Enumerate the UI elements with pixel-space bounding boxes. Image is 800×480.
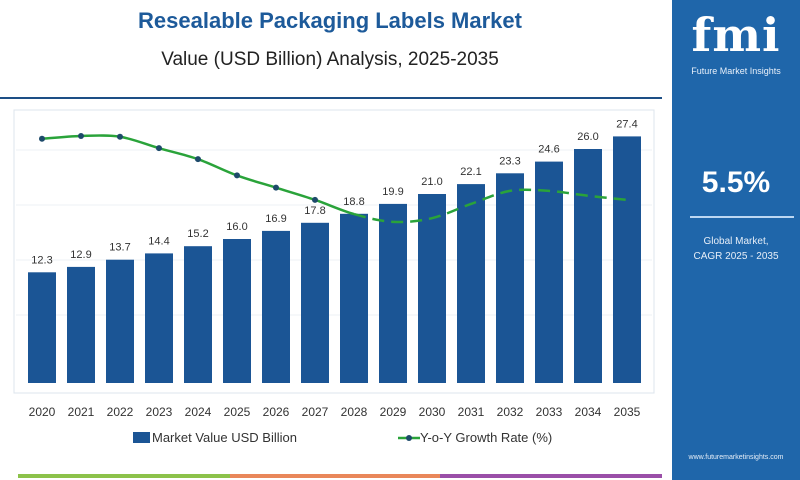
growth-point-2024 xyxy=(195,156,201,163)
bar-2026 xyxy=(262,230,290,383)
growth-point-2022 xyxy=(117,133,123,140)
x-tick-2030: 2030 xyxy=(419,405,446,419)
growth-point-2026 xyxy=(273,184,279,191)
bar-2035 xyxy=(613,136,641,383)
x-tick-2034: 2034 xyxy=(575,405,602,419)
bar-2032 xyxy=(496,173,524,383)
bar-2029 xyxy=(379,203,407,383)
bar-2021 xyxy=(67,266,95,383)
header-divider xyxy=(0,97,662,99)
x-tick-2021: 2021 xyxy=(68,405,95,419)
chart-subtitle: Value (USD Billion) Analysis, 2025-2035 xyxy=(161,49,499,70)
growth-point-2020 xyxy=(39,135,45,142)
bar-label-2026: 16.9 xyxy=(265,213,286,225)
legend-bar-swatch xyxy=(133,432,150,443)
chart-area: 12.3 2020 12.9 2021 13.7 2022 14.4 2023 15.2 2024… xyxy=(13,109,655,419)
side-panel: fmi Future Market Insights 5.5% Global M… xyxy=(672,0,800,480)
cagr-label-line2: CAGR 2025 - 2035 xyxy=(693,251,779,262)
cagr-label-line1: Global Market, xyxy=(703,236,769,247)
legend-line-swatch xyxy=(398,434,420,441)
x-tick-2024: 2024 xyxy=(185,405,212,419)
cagr-divider xyxy=(690,216,794,218)
bar-label-2029: 19.9 xyxy=(382,186,403,198)
bar-label-2035: 27.4 xyxy=(616,118,637,130)
x-tick-2032: 2032 xyxy=(497,405,524,419)
logo-subtitle: Future Market Insights xyxy=(691,66,781,76)
growth-point-2025 xyxy=(234,172,240,179)
chart-title: Resealable Packaging Labels Market xyxy=(138,8,522,33)
growth-line-solid xyxy=(41,134,355,216)
bar-label-2024: 15.2 xyxy=(187,228,208,240)
x-tick-2023: 2023 xyxy=(146,405,173,419)
x-tick-2026: 2026 xyxy=(263,405,290,419)
legend-item-growth: Y-o-Y Growth Rate (%) xyxy=(398,430,552,445)
bar-2027 xyxy=(301,222,329,383)
cagr-value: 5.5% xyxy=(701,166,771,199)
x-tick-2028: 2028 xyxy=(341,405,368,419)
x-tick-2020: 2020 xyxy=(29,405,56,419)
cagr-label: Global Market, CAGR 2025 - 2035 xyxy=(672,234,800,264)
bar-label-2022: 13.7 xyxy=(109,242,130,254)
bar-label-2023: 14.4 xyxy=(148,235,169,247)
bar-label-2030: 21.0 xyxy=(421,176,442,188)
legend-label-growth: Y-o-Y Growth Rate (%) xyxy=(420,430,553,445)
footer-strip-green xyxy=(18,474,230,478)
bar-2023 xyxy=(145,253,173,383)
bar-2030 xyxy=(418,194,446,383)
bar-label-2028: 18.8 xyxy=(343,196,364,208)
bar-2034 xyxy=(574,149,602,383)
bar-label-2027: 17.8 xyxy=(304,205,325,217)
bar-2033 xyxy=(535,161,563,383)
growth-point-2021 xyxy=(78,132,84,139)
bar-2020 xyxy=(28,272,56,383)
bar-label-2020: 12.3 xyxy=(31,254,52,266)
x-tick-2025: 2025 xyxy=(224,405,251,419)
footer-strip-orange xyxy=(230,474,440,478)
plot-frame xyxy=(13,109,655,394)
fmi-logo: fmi xyxy=(691,8,781,62)
bar-2025 xyxy=(223,239,251,383)
bar-label-2021: 12.9 xyxy=(70,249,91,261)
bar-label-2034: 26.0 xyxy=(577,131,598,143)
x-tick-2035: 2035 xyxy=(614,405,641,419)
bar-2024 xyxy=(184,246,212,383)
x-tick-2022: 2022 xyxy=(107,405,134,419)
bar-label-2031: 22.1 xyxy=(460,166,481,178)
growth-point-2023 xyxy=(156,145,162,152)
bar-label-2033: 24.6 xyxy=(538,144,559,156)
x-tick-2033: 2033 xyxy=(536,405,563,419)
legend-item-market-value: Market Value USD Billion xyxy=(133,430,297,445)
growth-point-2027 xyxy=(312,196,318,203)
x-tick-2029: 2029 xyxy=(380,405,407,419)
bar-label-2025: 16.0 xyxy=(226,221,247,233)
growth-line-dashed xyxy=(353,188,628,224)
bar-2028 xyxy=(340,213,368,383)
legend-label-market-value: Market Value USD Billion xyxy=(152,430,297,445)
bar-2031 xyxy=(457,184,485,383)
x-tick-2027: 2027 xyxy=(302,405,329,419)
footer-strip-purple xyxy=(440,474,662,478)
x-tick-2031: 2031 xyxy=(458,405,485,419)
bar-2022 xyxy=(106,259,134,383)
website-link[interactable]: www.futuremarketinsights.com xyxy=(688,454,784,461)
bar-label-2032: 23.3 xyxy=(499,155,520,167)
